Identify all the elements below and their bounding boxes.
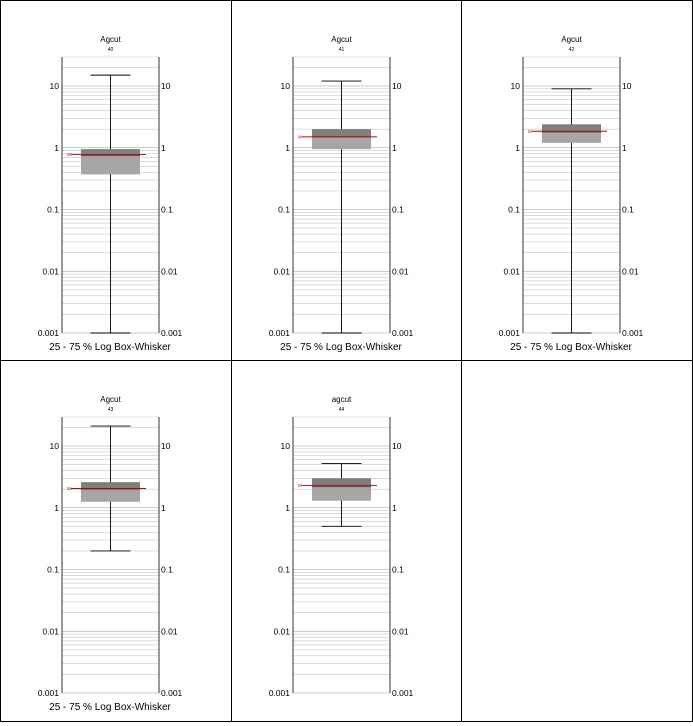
y-tick-label-left: 0.01: [42, 626, 59, 636]
chart-panel-41: Agcut 41 10 10 1 1 0.1 0.1 0.01 0.01 0.001 0.001 M 25…: [231, 0, 462, 361]
y-tick-label-right: 0.1: [622, 205, 634, 215]
mean-label: M: [298, 134, 302, 139]
chart-subtitle: 42: [569, 47, 575, 53]
y-tick-label-left: 10: [281, 441, 291, 451]
chart-44-svg: agcut 44 10 10 1 1 0.1 0.1 0.01 0.01 0.001 0.001 M: [269, 395, 414, 698]
y-tick-label-left: 0.1: [508, 205, 520, 215]
chart-42-svg: Agcut 42 10 10 1 1 0.1 0.1 0.01 0.01 0.001 0.001 M 25…: [499, 35, 644, 353]
y-tick-label-left: 0.1: [278, 205, 290, 215]
chart-panel-42: Agcut 42 10 10 1 1 0.1 0.1 0.01 0.01 0.001 0.001 M 25…: [461, 0, 693, 361]
chart-subtitle: 43: [108, 407, 114, 413]
y-tick-label-left: 1: [515, 143, 520, 153]
y-tick-label-right: 0.01: [161, 266, 178, 276]
y-tick-label-right: 10: [622, 81, 632, 91]
y-tick-label-right: 0.001: [392, 328, 414, 338]
y-tick-label-left: 0.001: [269, 328, 291, 338]
chart-title: Agcut: [561, 35, 582, 44]
x-axis-label: 25 - 75 % Log Box-Whisker: [280, 342, 402, 353]
mean-label: M: [67, 152, 71, 157]
box-lower: [312, 486, 371, 501]
chart-subtitle: 41: [339, 47, 345, 53]
y-tick-label-left: 0.01: [503, 266, 520, 276]
y-tick-label-left: 10: [50, 81, 60, 91]
chart-subtitle: 44: [339, 407, 345, 413]
chart-title: agcut: [332, 395, 352, 404]
box-lower: [81, 155, 140, 175]
chart-subtitle: 40: [108, 47, 114, 53]
y-tick-label-left: 0.01: [42, 266, 59, 276]
y-tick-label-right: 0.01: [392, 266, 409, 276]
y-tick-label-left: 0.01: [273, 626, 290, 636]
y-tick-label-right: 10: [392, 81, 402, 91]
y-tick-label-left: 10: [281, 81, 291, 91]
chart-title: Agcut: [100, 35, 121, 44]
chart-panel-43: Agcut 43 10 10 1 1 0.1 0.1 0.01 0.01 0.001 0.001 M 25…: [0, 360, 233, 722]
y-tick-label-left: 1: [285, 143, 290, 153]
y-tick-label-left: 0.01: [273, 266, 290, 276]
y-tick-label-left: 0.1: [47, 205, 59, 215]
y-tick-label-right: 0.1: [392, 205, 404, 215]
y-tick-label-right: 1: [392, 143, 397, 153]
x-axis-label: 25 - 75 % Log Box-Whisker: [510, 342, 632, 353]
chart-43-svg: Agcut 43 10 10 1 1 0.1 0.1 0.01 0.01 0.001 0.001 M 25…: [38, 395, 183, 713]
y-tick-label-left: 0.001: [38, 688, 60, 698]
y-tick-label-left: 0.1: [47, 565, 59, 575]
y-tick-label-right: 0.001: [161, 328, 183, 338]
y-tick-label-right: 10: [161, 81, 171, 91]
chart-title: Agcut: [100, 395, 121, 404]
empty-panel: [461, 360, 693, 722]
mean-label: M: [67, 486, 71, 491]
y-tick-label-right: 0.001: [161, 688, 183, 698]
y-tick-label-left: 10: [50, 441, 60, 451]
y-tick-label-right: 10: [161, 441, 171, 451]
box-upper: [312, 478, 371, 487]
y-tick-label-left: 0.001: [269, 688, 291, 698]
y-tick-label-left: 0.001: [499, 328, 521, 338]
box-lower: [312, 136, 371, 150]
box-lower: [542, 131, 601, 143]
chart-title: Agcut: [331, 35, 352, 44]
chart-40-svg: Agcut 40 10 10 1 1 0.1 0.1 0.01 0.01 0.001 0.001 M 25…: [38, 35, 183, 353]
box-upper: [81, 149, 140, 156]
y-tick-label-right: 0.1: [161, 565, 173, 575]
y-tick-label-left: 0.001: [38, 328, 60, 338]
y-tick-label-left: 1: [54, 503, 59, 513]
y-tick-label-right: 1: [622, 143, 627, 153]
mean-label: M: [528, 129, 532, 134]
chart-panel-44: agcut 44 10 10 1 1 0.1 0.1 0.01 0.01 0.001 0.001 M: [231, 360, 462, 722]
y-tick-label-right: 1: [161, 143, 166, 153]
y-tick-label-right: 0.1: [392, 565, 404, 575]
y-tick-label-left: 1: [285, 503, 290, 513]
y-tick-label-right: 10: [392, 441, 402, 451]
y-tick-label-right: 0.01: [392, 626, 409, 636]
y-tick-label-right: 1: [392, 503, 397, 513]
y-tick-label-right: 0.01: [622, 266, 639, 276]
mean-label: M: [298, 483, 302, 488]
x-axis-label: 25 - 75 % Log Box-Whisker: [49, 342, 171, 353]
chart-panel-40: Agcut 40 10 10 1 1 0.1 0.1 0.01 0.01 0.001 0.001 M 25…: [0, 0, 233, 361]
x-axis-label: 25 - 75 % Log Box-Whisker: [49, 702, 171, 713]
chart-41-svg: Agcut 41 10 10 1 1 0.1 0.1 0.01 0.01 0.001 0.001 M 25…: [269, 35, 414, 353]
y-tick-label-left: 10: [511, 81, 521, 91]
y-tick-label-left: 1: [54, 143, 59, 153]
box-upper: [81, 482, 140, 490]
y-tick-label-right: 0.001: [392, 688, 414, 698]
y-tick-label-right: 0.1: [161, 205, 173, 215]
box-upper: [312, 129, 371, 137]
y-tick-label-left: 0.1: [278, 565, 290, 575]
box-lower: [81, 489, 140, 502]
box-upper: [542, 124, 601, 132]
y-tick-label-right: 1: [161, 503, 166, 513]
y-tick-label-right: 0.001: [622, 328, 644, 338]
y-tick-label-right: 0.01: [161, 626, 178, 636]
